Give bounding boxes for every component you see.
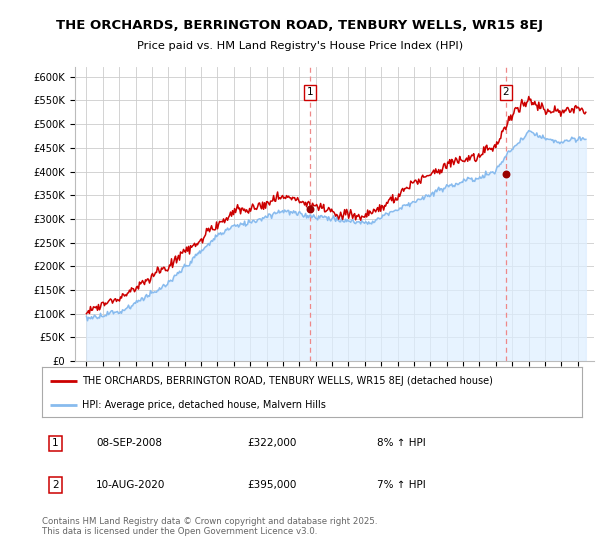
Text: 1: 1 [52, 438, 59, 449]
Text: HPI: Average price, detached house, Malvern Hills: HPI: Average price, detached house, Malv… [83, 400, 326, 409]
Point [305, 204, 315, 213]
Text: Contains HM Land Registry data © Crown copyright and database right 2025.
This d: Contains HM Land Registry data © Crown c… [42, 517, 377, 536]
Text: THE ORCHARDS, BERRINGTON ROAD, TENBURY WELLS, WR15 8EJ: THE ORCHARDS, BERRINGTON ROAD, TENBURY W… [56, 18, 544, 32]
Text: 7% ↑ HPI: 7% ↑ HPI [377, 480, 425, 490]
Text: 8% ↑ HPI: 8% ↑ HPI [377, 438, 425, 449]
Text: £322,000: £322,000 [247, 438, 296, 449]
Text: 2: 2 [502, 87, 509, 97]
Text: 08-SEP-2008: 08-SEP-2008 [96, 438, 162, 449]
Text: Price paid vs. HM Land Registry's House Price Index (HPI): Price paid vs. HM Land Registry's House … [137, 41, 463, 51]
Text: £395,000: £395,000 [247, 480, 296, 490]
Text: THE ORCHARDS, BERRINGTON ROAD, TENBURY WELLS, WR15 8EJ (detached house): THE ORCHARDS, BERRINGTON ROAD, TENBURY W… [83, 376, 493, 386]
Text: 1: 1 [307, 87, 314, 97]
Text: 10-AUG-2020: 10-AUG-2020 [96, 480, 166, 490]
Point [501, 170, 511, 179]
Text: 2: 2 [52, 480, 59, 490]
